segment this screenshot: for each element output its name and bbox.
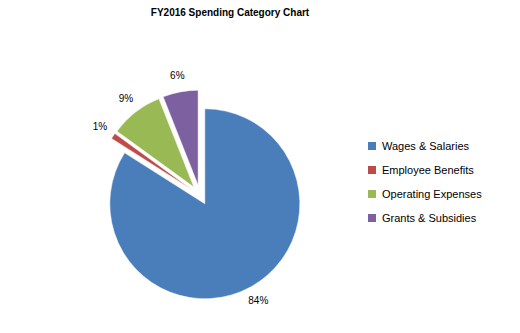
legend-entry: Wages & Salaries: [368, 140, 470, 152]
legend-entry: Grants & Subsidies: [368, 212, 477, 224]
legend-swatch: [368, 166, 376, 174]
legend-swatch: [368, 142, 376, 150]
chart: FY2016 Spending Category Chart 84% 1% 9% 6% W…: [0, 0, 520, 333]
legend-entry: Operating Expenses: [368, 188, 482, 200]
legend-swatch: [368, 214, 376, 222]
legend-label: Wages & Salaries: [382, 140, 470, 152]
legend-swatch: [368, 190, 376, 198]
legend-label: Employee Benefits: [382, 164, 474, 176]
legend: Wages & Salaries Employee Benefits Operati…: [368, 140, 482, 224]
legend-label: Grants & Subsidies: [382, 212, 477, 224]
data-labels: 84% 1% 9% 6%: [93, 70, 269, 306]
data-label: 84%: [248, 295, 268, 306]
data-label: 9%: [119, 93, 134, 104]
slice: [163, 90, 198, 185]
data-label: 1%: [93, 121, 108, 132]
data-label: 6%: [170, 70, 185, 81]
legend-label: Operating Expenses: [382, 188, 482, 200]
legend-entry: Employee Benefits: [368, 164, 474, 176]
pie: [110, 90, 300, 299]
title: FY2016 Spending Category Chart: [151, 7, 310, 18]
